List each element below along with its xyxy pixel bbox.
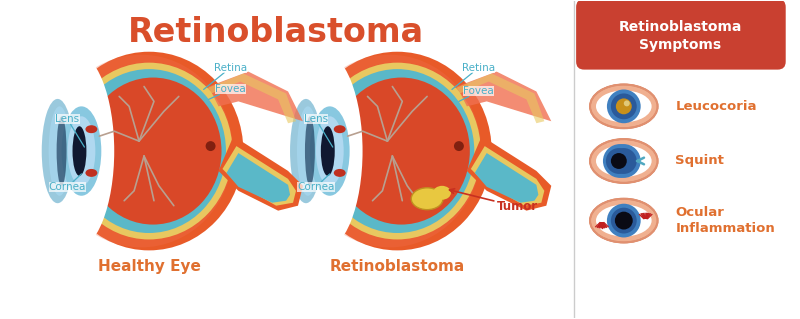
Ellipse shape [57,116,66,186]
Ellipse shape [590,139,658,183]
Ellipse shape [321,126,334,176]
Text: Retinoblastoma
Symptoms: Retinoblastoma Symptoms [618,20,742,52]
Ellipse shape [310,106,350,196]
Ellipse shape [34,52,114,250]
Ellipse shape [320,69,474,233]
Ellipse shape [86,125,98,133]
Ellipse shape [611,153,626,169]
Ellipse shape [42,99,74,203]
Text: Squint: Squint [675,154,724,167]
Text: Cornea: Cornea [297,174,334,192]
Polygon shape [457,71,551,121]
FancyBboxPatch shape [576,0,786,70]
Text: Lens: Lens [55,114,85,147]
Ellipse shape [596,145,652,177]
Polygon shape [218,136,303,211]
Text: Retina: Retina [204,63,247,89]
Ellipse shape [334,125,346,133]
Polygon shape [222,146,296,206]
Text: Fovea: Fovea [459,86,494,101]
Text: Leucocoria: Leucocoria [675,100,757,113]
Ellipse shape [283,52,362,250]
Text: Cornea: Cornea [49,174,86,192]
Ellipse shape [611,148,637,174]
Ellipse shape [607,204,641,237]
Ellipse shape [334,169,346,177]
Ellipse shape [603,144,637,178]
Ellipse shape [85,78,222,225]
Ellipse shape [606,148,632,174]
Ellipse shape [303,52,492,250]
Polygon shape [471,146,544,206]
Ellipse shape [590,85,658,128]
Ellipse shape [305,116,315,186]
Ellipse shape [596,91,652,122]
Ellipse shape [454,141,464,151]
Ellipse shape [54,52,243,250]
Polygon shape [467,136,551,211]
Text: Retinoblastoma: Retinoblastoma [330,259,465,274]
Ellipse shape [607,144,641,178]
Ellipse shape [333,78,470,225]
Ellipse shape [611,208,637,234]
Ellipse shape [314,63,481,240]
Ellipse shape [433,186,451,200]
Ellipse shape [86,169,98,177]
Ellipse shape [66,63,233,240]
Text: Tumor: Tumor [450,189,538,213]
Ellipse shape [611,93,637,119]
Ellipse shape [316,116,344,186]
Text: Retinoblastoma: Retinoblastoma [128,16,424,49]
Text: Healthy Eye: Healthy Eye [98,259,201,274]
Ellipse shape [73,126,86,176]
Ellipse shape [290,99,322,203]
Polygon shape [209,71,303,121]
Ellipse shape [298,55,482,248]
Ellipse shape [49,55,233,248]
Ellipse shape [72,69,226,233]
Text: Lens: Lens [304,114,333,147]
Ellipse shape [297,106,319,196]
Ellipse shape [615,211,633,230]
Ellipse shape [590,199,658,242]
Text: Retina: Retina [452,63,495,89]
Ellipse shape [49,106,70,196]
Ellipse shape [411,188,443,210]
Text: Ocular
Inflammation: Ocular Inflammation [675,206,775,235]
Ellipse shape [206,141,215,151]
Polygon shape [475,153,538,203]
Ellipse shape [62,106,102,196]
Ellipse shape [596,205,652,236]
Ellipse shape [67,116,95,186]
Polygon shape [204,74,296,123]
Ellipse shape [607,89,641,123]
Ellipse shape [624,100,630,106]
Polygon shape [452,74,544,123]
Polygon shape [226,153,290,203]
Ellipse shape [616,98,632,114]
Text: Fovea: Fovea [209,85,246,100]
